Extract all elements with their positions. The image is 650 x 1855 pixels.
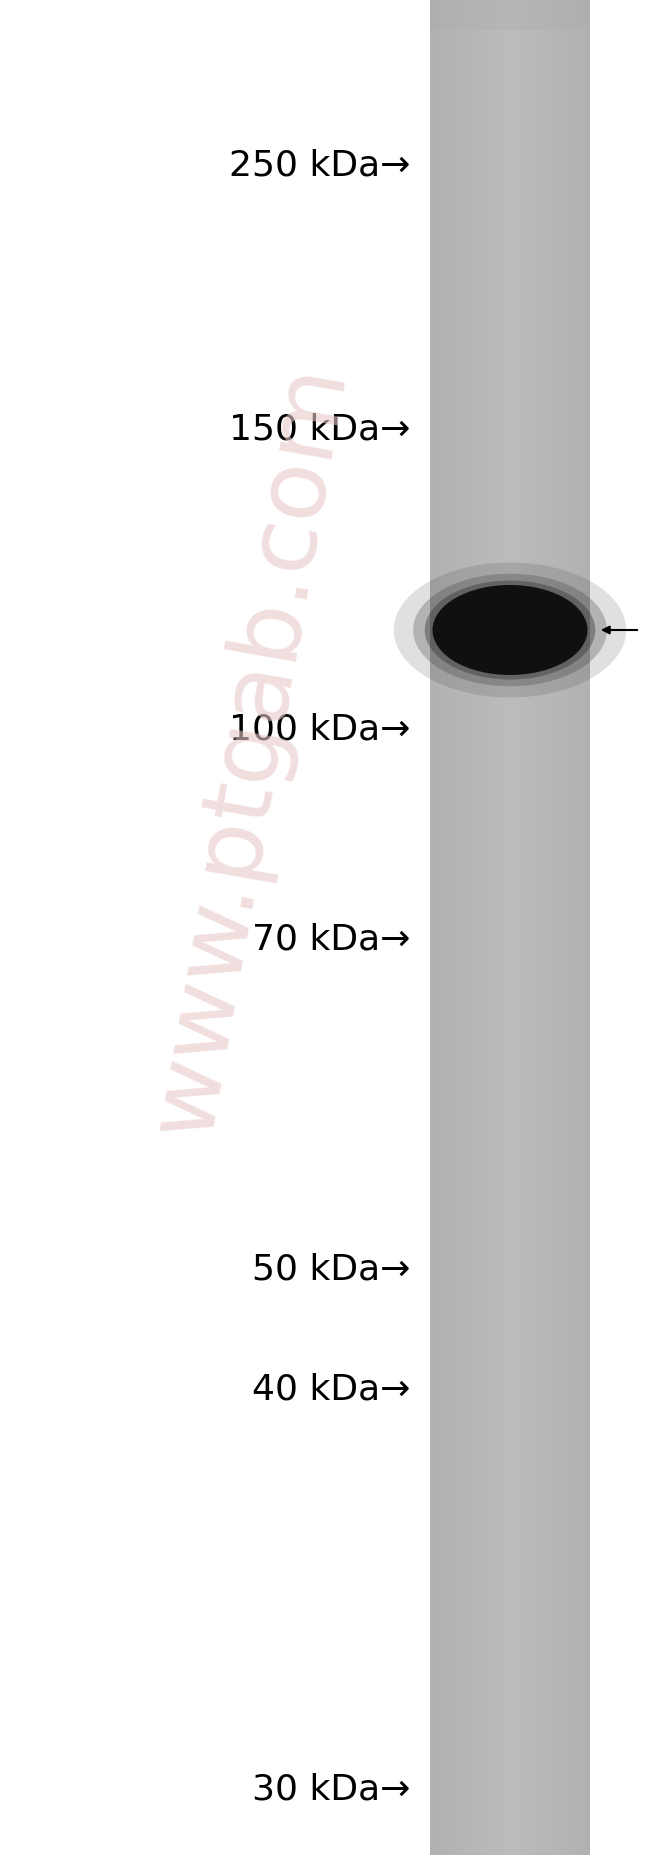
Bar — [494, 0, 496, 1855]
Bar — [550, 0, 552, 1855]
Bar — [484, 0, 486, 1855]
Bar — [570, 0, 572, 1855]
Bar — [548, 0, 550, 1855]
Bar — [584, 0, 586, 1855]
Bar — [500, 0, 502, 1855]
Bar — [492, 0, 494, 1855]
Bar — [562, 0, 564, 1855]
Bar — [518, 0, 520, 1855]
Ellipse shape — [432, 584, 588, 675]
Text: 100 kDa→: 100 kDa→ — [229, 712, 410, 748]
Bar — [568, 0, 570, 1855]
Bar — [462, 0, 464, 1855]
Bar — [454, 0, 456, 1855]
Text: 250 kDa→: 250 kDa→ — [229, 148, 410, 182]
Bar — [578, 0, 580, 1855]
Text: 150 kDa→: 150 kDa→ — [229, 414, 410, 447]
Bar — [474, 0, 476, 1855]
Bar — [524, 0, 526, 1855]
Bar — [542, 0, 544, 1855]
Bar — [522, 0, 524, 1855]
Bar — [498, 0, 500, 1855]
Bar — [434, 0, 436, 1855]
Bar — [450, 0, 452, 1855]
Bar — [476, 0, 478, 1855]
Bar — [506, 0, 508, 1855]
Bar — [588, 0, 590, 1855]
Bar — [516, 0, 518, 1855]
Ellipse shape — [413, 573, 607, 686]
Bar — [470, 0, 472, 1855]
Bar — [504, 0, 506, 1855]
Bar — [560, 0, 562, 1855]
Bar — [520, 0, 522, 1855]
Text: 70 kDa→: 70 kDa→ — [252, 924, 410, 957]
Bar — [526, 0, 528, 1855]
Bar — [472, 0, 474, 1855]
Bar — [488, 0, 490, 1855]
Bar — [432, 0, 434, 1855]
Bar — [546, 0, 548, 1855]
Bar — [528, 0, 530, 1855]
Bar — [508, 0, 510, 1855]
Bar — [554, 0, 556, 1855]
Bar — [586, 0, 588, 1855]
Bar — [466, 0, 468, 1855]
Bar — [558, 0, 560, 1855]
Bar — [464, 0, 466, 1855]
Bar — [458, 0, 460, 1855]
Bar — [574, 0, 576, 1855]
Text: 50 kDa→: 50 kDa→ — [252, 1252, 410, 1287]
Bar — [468, 0, 470, 1855]
Bar — [532, 0, 534, 1855]
Bar — [496, 0, 498, 1855]
Bar — [440, 0, 442, 1855]
Bar — [510, 0, 512, 1855]
Bar — [536, 0, 538, 1855]
Ellipse shape — [424, 581, 595, 679]
Bar — [430, 0, 432, 1855]
Bar — [582, 0, 584, 1855]
Bar — [576, 0, 578, 1855]
Bar — [446, 0, 448, 1855]
Bar — [480, 0, 482, 1855]
Bar — [444, 0, 446, 1855]
Bar — [566, 0, 568, 1855]
Text: 40 kDa→: 40 kDa→ — [252, 1373, 410, 1406]
Bar — [540, 0, 542, 1855]
Bar — [460, 0, 462, 1855]
Bar — [538, 0, 540, 1855]
Text: 30 kDa→: 30 kDa→ — [252, 1773, 410, 1807]
Bar — [448, 0, 450, 1855]
Bar — [430, 0, 590, 30]
Bar — [544, 0, 546, 1855]
Bar — [556, 0, 558, 1855]
Bar — [438, 0, 440, 1855]
Bar — [482, 0, 484, 1855]
Bar — [512, 0, 514, 1855]
Bar — [478, 0, 480, 1855]
Bar — [572, 0, 574, 1855]
Bar — [442, 0, 444, 1855]
Text: www.ptgab.com: www.ptgab.com — [136, 356, 364, 1143]
Bar — [490, 0, 492, 1855]
Bar — [502, 0, 504, 1855]
Bar — [530, 0, 532, 1855]
Bar — [534, 0, 536, 1855]
Bar — [564, 0, 566, 1855]
Bar — [552, 0, 554, 1855]
Bar — [452, 0, 454, 1855]
Bar — [514, 0, 516, 1855]
Bar — [456, 0, 458, 1855]
Bar — [580, 0, 582, 1855]
Ellipse shape — [394, 562, 626, 697]
Bar — [436, 0, 438, 1855]
Bar — [486, 0, 488, 1855]
